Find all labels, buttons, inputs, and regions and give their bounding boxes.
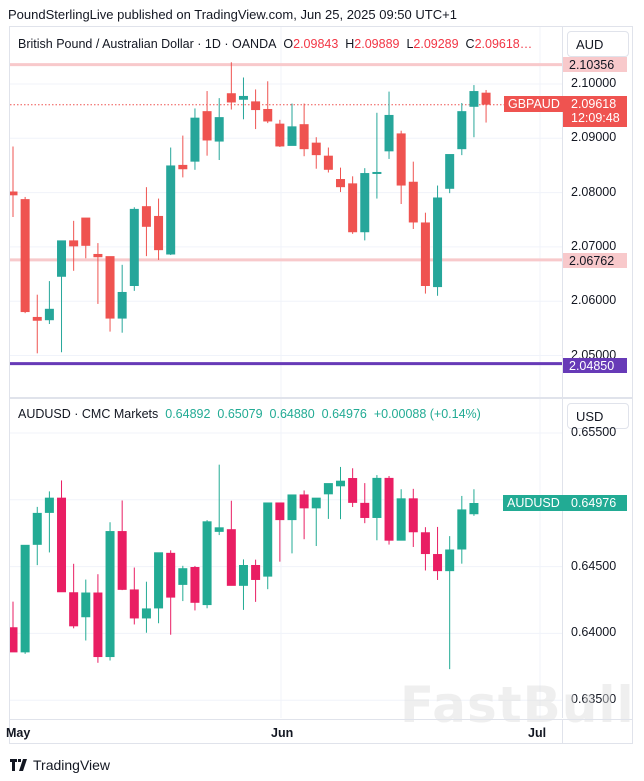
price-tick: 0.64000 [571, 625, 617, 640]
time-label-jun: Jun [271, 726, 294, 740]
price-tick: 2.08000 [571, 184, 617, 199]
audusd-change: +0.00088 (+0.14%) [373, 407, 481, 421]
gbpaud-chart-pane[interactable] [10, 27, 562, 397]
price-tick: 0.64500 [571, 558, 617, 573]
gbpaud-price-tag: 2.09618 12:09:48 [563, 96, 627, 127]
close-label: C [465, 37, 475, 51]
price-tick: 0.65500 [571, 425, 617, 439]
time-axis[interactable]: May Jun Jul [6, 719, 562, 744]
audusd-price-axis[interactable] [562, 399, 632, 718]
audusd-symbol-tag: AUDUSD [503, 495, 564, 511]
audusd-candles [10, 399, 562, 718]
gbpaud-last-price: 2.09618 [571, 97, 617, 111]
audusd-close: 0.64976 [321, 407, 367, 421]
audusd-chart-pane[interactable] [10, 399, 562, 718]
level-tag-top: 2.10356 [563, 57, 627, 72]
usd-currency-button[interactable]: USD [567, 403, 629, 429]
price-tick: 2.06000 [571, 293, 617, 308]
price-tick: 2.10000 [571, 76, 617, 90]
time-label-jul: Jul [528, 726, 547, 740]
open-label: O [283, 37, 294, 51]
gbpaud-legend: British Pound / Australian Dollar · 1D ·… [18, 37, 532, 51]
tradingview-brand: TradingView [33, 757, 111, 773]
watermark: FastBull [400, 676, 635, 734]
audusd-open: 0.64892 [165, 407, 211, 421]
audusd-symbol-desc[interactable]: AUDUSD · CMC Markets [18, 407, 159, 421]
open-value: 2.09843 [293, 37, 339, 51]
gbpaud-countdown: 12:09:48 [571, 111, 620, 125]
audusd-high: 0.65079 [217, 407, 263, 421]
price-tick: 0.63500 [571, 692, 617, 707]
audusd-price-tag: 0.64976 [563, 495, 627, 511]
level-tag-mid: 2.06762 [563, 253, 627, 268]
aud-currency-button[interactable]: AUD [567, 31, 629, 57]
audusd-low: 0.64880 [269, 407, 315, 421]
high-value: 2.09889 [354, 37, 400, 51]
tradingview-logo-icon [10, 759, 27, 771]
price-tick: 2.07000 [571, 238, 617, 253]
footer: TradingView [10, 757, 110, 773]
gbpaud-price-axis[interactable] [562, 27, 632, 397]
price-tick: 2.09000 [571, 130, 617, 145]
high-label: H [345, 37, 355, 51]
level-tag-low: 2.04850 [563, 358, 627, 373]
gbpaud-symbol-tag: GBPAUD [504, 96, 564, 112]
low-value: 2.09289 [413, 37, 459, 51]
pane-divider[interactable] [10, 397, 632, 399]
close-value: 2.09618… [474, 37, 533, 51]
chart-frame [9, 26, 633, 744]
low-label: L [406, 37, 414, 51]
audusd-legend: AUDUSD · CMC Markets 0.64892 0.65079 0.6… [18, 407, 481, 421]
axis-corner [562, 719, 633, 744]
publisher-line: PoundSterlingLive published on TradingVi… [8, 7, 457, 22]
gbpaud-symbol-desc[interactable]: British Pound / Australian Dollar · 1D ·… [18, 37, 277, 51]
gbpaud-candles [10, 27, 562, 397]
time-label-may: May [6, 726, 31, 740]
